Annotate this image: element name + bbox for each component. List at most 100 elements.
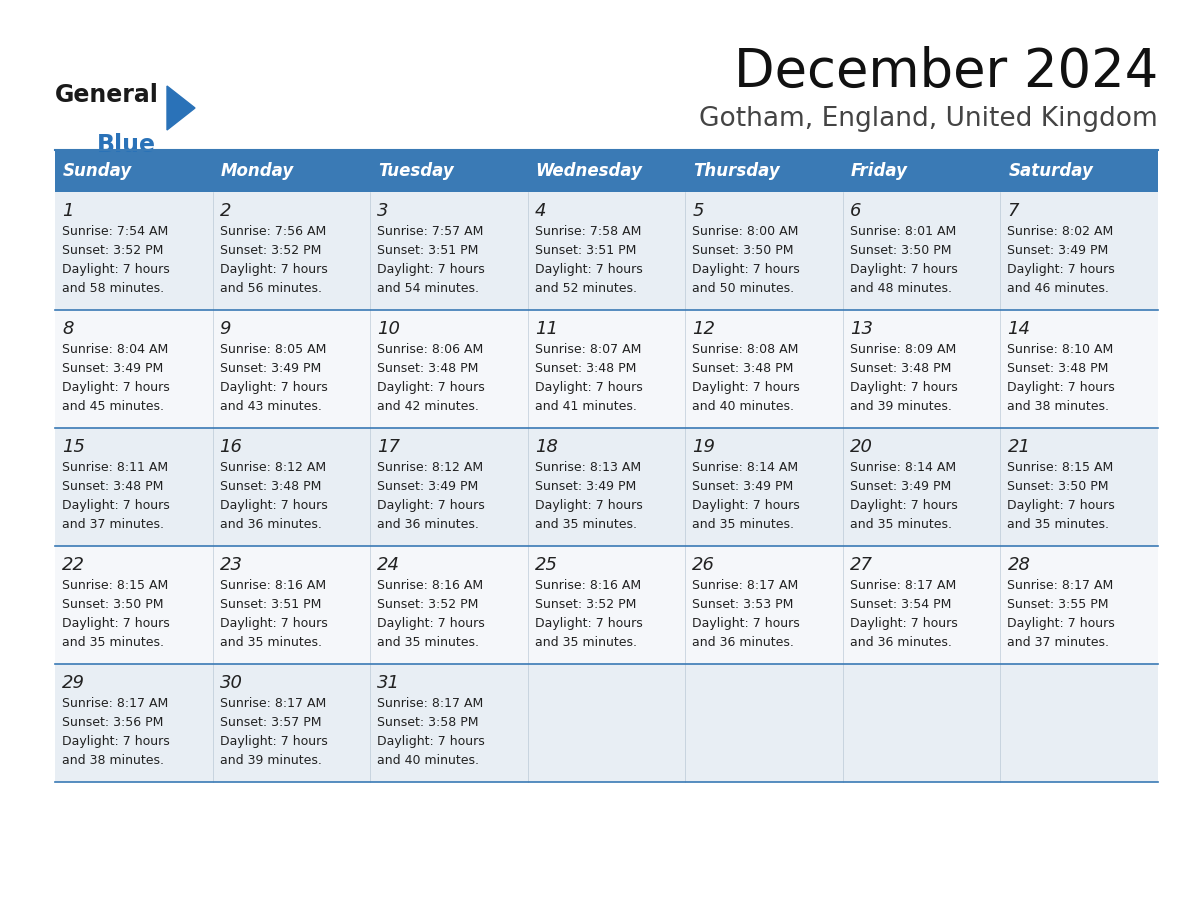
Text: Sunset: 3:52 PM: Sunset: 3:52 PM [377, 598, 479, 611]
Text: Sunset: 3:50 PM: Sunset: 3:50 PM [1007, 480, 1108, 493]
Text: Sunrise: 8:17 AM: Sunrise: 8:17 AM [62, 697, 169, 710]
Bar [842, 150, 1000, 192]
Bar [55, 310, 213, 428]
Bar [685, 664, 842, 782]
Text: and 36 minutes.: and 36 minutes. [693, 636, 794, 649]
Text: 3: 3 [377, 202, 388, 220]
Text: and 37 minutes.: and 37 minutes. [1007, 636, 1110, 649]
Text: Gotham, England, United Kingdom: Gotham, England, United Kingdom [700, 106, 1158, 132]
Text: Sunset: 3:48 PM: Sunset: 3:48 PM [220, 480, 321, 493]
Text: and 35 minutes.: and 35 minutes. [849, 518, 952, 531]
Text: Blue: Blue [97, 133, 156, 157]
Text: and 41 minutes.: and 41 minutes. [535, 400, 637, 413]
Text: 12: 12 [693, 320, 715, 338]
Bar [527, 428, 685, 546]
Text: and 56 minutes.: and 56 minutes. [220, 282, 322, 295]
Text: and 52 minutes.: and 52 minutes. [535, 282, 637, 295]
Text: Daylight: 7 hours: Daylight: 7 hours [1007, 499, 1116, 512]
Bar [685, 192, 842, 310]
Bar [842, 664, 1000, 782]
Bar [1000, 664, 1158, 782]
Text: and 35 minutes.: and 35 minutes. [62, 636, 164, 649]
Text: Sunrise: 8:13 AM: Sunrise: 8:13 AM [535, 461, 640, 474]
Text: Daylight: 7 hours: Daylight: 7 hours [377, 381, 485, 394]
Bar [213, 664, 371, 782]
Text: Sunset: 3:48 PM: Sunset: 3:48 PM [62, 480, 164, 493]
Text: and 39 minutes.: and 39 minutes. [220, 754, 322, 767]
Text: and 45 minutes.: and 45 minutes. [62, 400, 164, 413]
Text: Daylight: 7 hours: Daylight: 7 hours [377, 735, 485, 748]
Text: Sunset: 3:52 PM: Sunset: 3:52 PM [535, 598, 636, 611]
Text: 28: 28 [1007, 556, 1030, 574]
Text: Sunrise: 8:15 AM: Sunrise: 8:15 AM [62, 579, 169, 592]
Text: 4: 4 [535, 202, 546, 220]
Text: 13: 13 [849, 320, 873, 338]
Text: Daylight: 7 hours: Daylight: 7 hours [377, 499, 485, 512]
Text: Daylight: 7 hours: Daylight: 7 hours [377, 263, 485, 276]
Text: and 40 minutes.: and 40 minutes. [377, 754, 479, 767]
Text: Sunset: 3:50 PM: Sunset: 3:50 PM [849, 244, 952, 257]
Bar [371, 664, 527, 782]
Text: 21: 21 [1007, 438, 1030, 456]
Text: Daylight: 7 hours: Daylight: 7 hours [1007, 617, 1116, 630]
Text: 5: 5 [693, 202, 703, 220]
Text: and 37 minutes.: and 37 minutes. [62, 518, 164, 531]
Text: and 35 minutes.: and 35 minutes. [535, 518, 637, 531]
Text: Daylight: 7 hours: Daylight: 7 hours [377, 617, 485, 630]
Text: Sunset: 3:48 PM: Sunset: 3:48 PM [377, 362, 479, 375]
Bar [213, 150, 371, 192]
Bar [842, 310, 1000, 428]
Text: Sunrise: 8:17 AM: Sunrise: 8:17 AM [377, 697, 484, 710]
Text: 6: 6 [849, 202, 861, 220]
Bar [1000, 192, 1158, 310]
Text: 2: 2 [220, 202, 232, 220]
Bar [842, 428, 1000, 546]
Text: Tuesday: Tuesday [378, 162, 454, 180]
Text: Sunrise: 8:16 AM: Sunrise: 8:16 AM [535, 579, 640, 592]
Text: 26: 26 [693, 556, 715, 574]
Text: Sunrise: 7:54 AM: Sunrise: 7:54 AM [62, 225, 169, 238]
Text: Daylight: 7 hours: Daylight: 7 hours [693, 381, 800, 394]
Text: Daylight: 7 hours: Daylight: 7 hours [220, 381, 328, 394]
Text: Sunset: 3:49 PM: Sunset: 3:49 PM [535, 480, 636, 493]
Text: Sunset: 3:58 PM: Sunset: 3:58 PM [377, 716, 479, 729]
Text: Daylight: 7 hours: Daylight: 7 hours [62, 263, 170, 276]
Bar [213, 310, 371, 428]
Bar [213, 428, 371, 546]
Text: 10: 10 [377, 320, 400, 338]
Text: 25: 25 [535, 556, 557, 574]
Bar [685, 310, 842, 428]
Text: Daylight: 7 hours: Daylight: 7 hours [693, 263, 800, 276]
Text: Daylight: 7 hours: Daylight: 7 hours [693, 499, 800, 512]
Text: Sunset: 3:49 PM: Sunset: 3:49 PM [220, 362, 321, 375]
Text: Sunset: 3:53 PM: Sunset: 3:53 PM [693, 598, 794, 611]
Text: 29: 29 [62, 674, 86, 692]
Text: Sunset: 3:51 PM: Sunset: 3:51 PM [535, 244, 636, 257]
Text: 17: 17 [377, 438, 400, 456]
Text: Saturday: Saturday [1009, 162, 1093, 180]
Text: Daylight: 7 hours: Daylight: 7 hours [62, 499, 170, 512]
Text: Sunrise: 8:14 AM: Sunrise: 8:14 AM [693, 461, 798, 474]
Text: Daylight: 7 hours: Daylight: 7 hours [849, 263, 958, 276]
Text: and 35 minutes.: and 35 minutes. [535, 636, 637, 649]
Bar [842, 192, 1000, 310]
Text: and 43 minutes.: and 43 minutes. [220, 400, 322, 413]
Text: 15: 15 [62, 438, 86, 456]
Text: Sunrise: 8:14 AM: Sunrise: 8:14 AM [849, 461, 956, 474]
Bar [213, 192, 371, 310]
Text: 27: 27 [849, 556, 873, 574]
Bar [527, 150, 685, 192]
Bar [371, 150, 527, 192]
Text: Sunset: 3:48 PM: Sunset: 3:48 PM [693, 362, 794, 375]
Text: Sunset: 3:52 PM: Sunset: 3:52 PM [62, 244, 164, 257]
Text: Sunset: 3:48 PM: Sunset: 3:48 PM [849, 362, 952, 375]
Text: and 35 minutes.: and 35 minutes. [1007, 518, 1110, 531]
Text: Daylight: 7 hours: Daylight: 7 hours [535, 263, 643, 276]
Text: Sunset: 3:49 PM: Sunset: 3:49 PM [377, 480, 479, 493]
Text: Sunrise: 8:17 AM: Sunrise: 8:17 AM [693, 579, 798, 592]
Bar [213, 546, 371, 664]
Text: 31: 31 [377, 674, 400, 692]
Bar [527, 546, 685, 664]
Bar [1000, 150, 1158, 192]
Text: December 2024: December 2024 [734, 46, 1158, 98]
